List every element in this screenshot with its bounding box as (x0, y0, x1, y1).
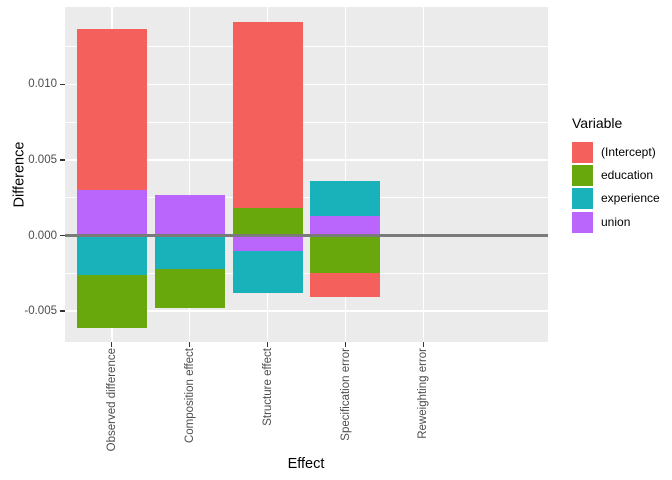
y-tick-label: 0.005 (28, 153, 57, 166)
gridline-major (65, 83, 548, 86)
legend-entry-label: education (601, 168, 654, 182)
bar-segment-(Intercept) (232, 22, 303, 209)
x-tick-label: Composition effect (183, 348, 196, 444)
legend-entry-label: union (601, 214, 631, 229)
x-axis-title: Effect (287, 456, 325, 472)
gridline-minor (65, 46, 548, 47)
y-tick-mark (60, 159, 65, 161)
bar-segment-union (310, 215, 381, 236)
x-tick-label: Reweighting error (417, 348, 430, 439)
y-tick-label: 0.000 (28, 229, 57, 242)
gridline-minor (65, 197, 548, 199)
gridline-major (65, 310, 548, 312)
x-tick-mark (266, 342, 269, 347)
legend-entry: experience (572, 188, 660, 210)
x-tick-mark (422, 342, 425, 347)
x-tick-mark (188, 342, 191, 347)
bar-segment-education (232, 208, 303, 236)
legend-entry: (Intercept) (572, 141, 656, 163)
y-tick-mark (60, 310, 65, 312)
bar-segment-(Intercept) (76, 28, 147, 191)
plot-panel (65, 7, 548, 342)
bar-segment-union (154, 194, 225, 236)
bar-segment-experience (154, 235, 225, 269)
gridline-vertical (188, 7, 191, 342)
x-tick-mark (344, 342, 347, 347)
y-axis-title: Difference (11, 141, 28, 208)
zero-line (65, 234, 548, 237)
legend-entry-label: experience (601, 191, 660, 206)
gridline-minor (65, 272, 548, 274)
y-tick-mark (60, 83, 65, 86)
bar-segment-union (232, 235, 303, 251)
bar-segment-experience (232, 250, 303, 293)
x-tick-mark (111, 342, 113, 347)
legend-title: Variable (572, 115, 623, 131)
legend: Variable (Intercept) education experience u… (572, 116, 672, 261)
legend-entries: (Intercept) education experience union (572, 131, 672, 261)
bar-segment-experience (76, 235, 147, 275)
bar-segment-union (76, 190, 147, 236)
bar-segment-education (310, 235, 381, 274)
bar-segment-education (154, 268, 225, 308)
y-tick-label: 0.010 (28, 78, 57, 91)
legend-entry: education (572, 165, 653, 186)
gridline-major (65, 159, 548, 161)
legend-key-swatch (572, 211, 593, 233)
gridline-vertical (422, 7, 425, 342)
y-tick-label: -0.005 (24, 305, 57, 317)
gridline-minor (65, 121, 548, 123)
x-tick-label: Specification error (339, 348, 352, 441)
legend-key-swatch (572, 141, 593, 163)
gridline-vertical (344, 7, 347, 342)
y-tick-mark (60, 234, 65, 237)
x-tick-label: Structure effect (261, 348, 274, 426)
bar-segment-(Intercept) (310, 273, 381, 298)
legend-entry-label: (Intercept) (601, 144, 656, 159)
legend-entry: union (572, 211, 631, 233)
x-tick-label: Observed difference (105, 348, 118, 452)
bar-segment-experience (310, 181, 381, 216)
legend-key-swatch (572, 165, 593, 186)
bar-segment-education (76, 274, 147, 328)
legend-key-swatch (572, 188, 593, 210)
